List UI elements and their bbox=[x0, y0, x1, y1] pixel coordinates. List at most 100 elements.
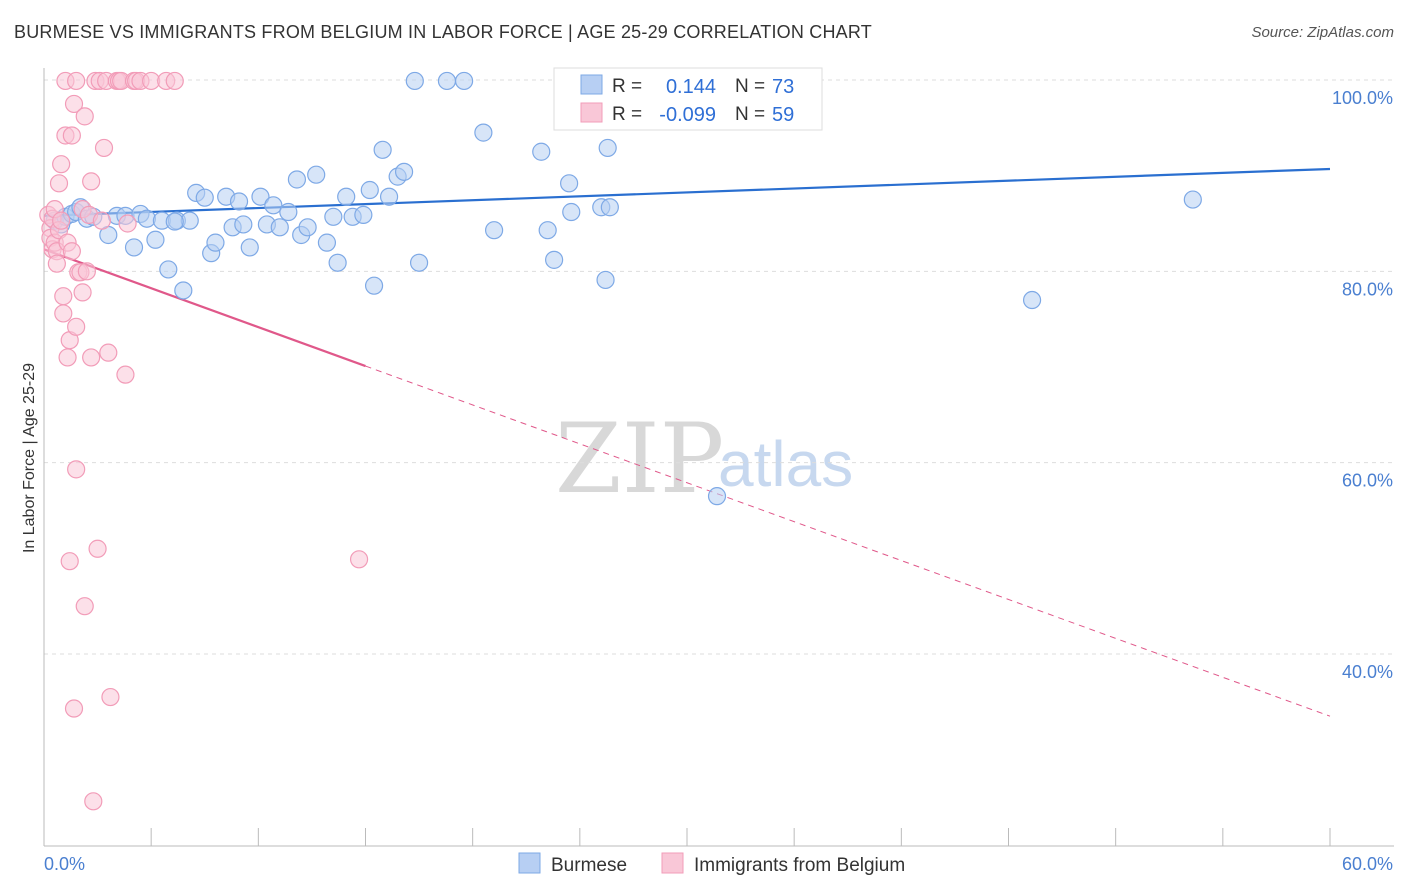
point-burmese-53 bbox=[454, 71, 474, 91]
stats-legend-swatch-burmese bbox=[580, 74, 603, 95]
point-burmese-11 bbox=[124, 238, 144, 257]
y-tick-label-2: 60.0% bbox=[1342, 471, 1393, 491]
point-belgium-36 bbox=[82, 348, 101, 367]
point-burmese-13 bbox=[137, 209, 156, 228]
stats-legend-n-label-1: N = bbox=[735, 76, 765, 97]
point-belgium-10 bbox=[49, 174, 69, 193]
point-burmese-50 bbox=[409, 253, 429, 272]
point-burmese-55 bbox=[485, 221, 504, 240]
point-belgium-51 bbox=[118, 214, 137, 233]
x-tick-labels: 0.0% 60.0% bbox=[44, 854, 1393, 874]
point-burmese-23 bbox=[206, 233, 225, 252]
point-burmese-19 bbox=[180, 211, 199, 230]
point-belgium-45 bbox=[99, 343, 118, 362]
y-tick-labels: 100.0% 80.0% 60.0% 40.0% bbox=[1332, 88, 1393, 682]
point-burmese-64 bbox=[600, 198, 619, 217]
point-burmese-21 bbox=[195, 188, 214, 207]
point-belgium-42 bbox=[92, 211, 111, 230]
point-belgium-13 bbox=[54, 287, 73, 306]
point-burmese-62 bbox=[596, 270, 615, 290]
point-burmese-57 bbox=[538, 221, 557, 240]
point-burmese-63 bbox=[598, 138, 617, 158]
point-burmese-28 bbox=[240, 238, 259, 257]
axes bbox=[43, 68, 1394, 847]
point-burmese-18 bbox=[174, 281, 193, 300]
stats-legend-r-value-1: 0.144 bbox=[666, 76, 716, 98]
point-belgium-11 bbox=[52, 155, 71, 174]
point-burmese-40 bbox=[328, 253, 347, 272]
x-ticks bbox=[43, 828, 1331, 846]
point-belgium-32 bbox=[75, 597, 94, 616]
legend-label-belgium: Immigrants from Belgium bbox=[694, 855, 905, 876]
stats-legend-r-value-2: -0.099 bbox=[659, 104, 716, 126]
stats-legend-n-value-2: 59 bbox=[772, 104, 794, 126]
point-burmese-59 bbox=[560, 174, 579, 193]
y-axis-label: In Labor Force | Age 25-29 bbox=[21, 363, 38, 553]
legend-label-burmese: Burmese bbox=[551, 855, 627, 876]
point-burmese-39 bbox=[324, 207, 343, 226]
point-burmese-47 bbox=[379, 187, 399, 206]
point-burmese-44 bbox=[360, 180, 379, 200]
point-belgium-24 bbox=[64, 699, 84, 718]
point-belgium-27 bbox=[67, 460, 86, 479]
point-belgium-38 bbox=[84, 792, 103, 811]
data-points bbox=[39, 71, 1202, 811]
point-burmese-26 bbox=[229, 192, 249, 211]
stats-legend-r-label-1: R = bbox=[612, 76, 642, 97]
point-belgium-33 bbox=[75, 107, 94, 126]
point-burmese-31 bbox=[264, 196, 283, 215]
source-credit[interactable]: Source: ZipAtlas.com bbox=[1251, 24, 1394, 41]
point-belgium-40 bbox=[88, 539, 107, 558]
stats-legend-n-label-2: N = bbox=[735, 104, 765, 125]
point-burmese-56 bbox=[532, 142, 551, 161]
point-burmese-71 bbox=[1183, 190, 1202, 209]
gridlines bbox=[44, 79, 1394, 655]
point-belgium-58 bbox=[349, 550, 369, 569]
x-tick-label-1: 60.0% bbox=[1342, 854, 1393, 874]
point-belgium-37 bbox=[82, 172, 101, 191]
y-tick-label-3: 40.0% bbox=[1342, 662, 1393, 682]
point-belgium-18 bbox=[58, 348, 77, 367]
stats-legend-swatch-belgium bbox=[580, 102, 603, 123]
point-burmese-16 bbox=[159, 260, 178, 279]
point-burmese-49 bbox=[394, 162, 414, 181]
point-belgium-22 bbox=[62, 242, 81, 261]
point-belgium-50 bbox=[116, 365, 135, 384]
point-burmese-34 bbox=[287, 170, 307, 189]
point-burmese-72 bbox=[165, 212, 184, 231]
point-belgium-23 bbox=[64, 94, 84, 114]
point-burmese-46 bbox=[373, 140, 392, 159]
point-burmese-38 bbox=[317, 233, 337, 252]
point-belgium-14 bbox=[54, 304, 73, 323]
point-burmese-29 bbox=[251, 187, 270, 206]
watermark-atlas: atlas bbox=[718, 428, 853, 500]
point-belgium-43 bbox=[94, 138, 114, 158]
y-tick-label-1: 80.0% bbox=[1342, 279, 1393, 299]
point-belgium-12 bbox=[52, 211, 71, 230]
point-belgium-20 bbox=[60, 552, 79, 571]
point-belgium-8 bbox=[47, 254, 66, 273]
trend-line-burmese bbox=[43, 167, 1331, 217]
point-burmese-52 bbox=[437, 71, 457, 91]
point-burmese-33 bbox=[279, 202, 298, 222]
point-burmese-51 bbox=[405, 71, 424, 91]
stats-legend: R = 0.144 N = 73 R = -0.099 N = 59 bbox=[553, 67, 823, 131]
point-burmese-70 bbox=[1022, 290, 1042, 310]
point-burmese-69 bbox=[707, 487, 727, 506]
point-burmese-45 bbox=[364, 276, 384, 295]
point-burmese-60 bbox=[562, 202, 581, 222]
point-burmese-58 bbox=[545, 250, 564, 269]
point-belgium-26 bbox=[67, 317, 86, 336]
point-belgium-57 bbox=[165, 71, 184, 91]
point-belgium-25 bbox=[67, 71, 86, 91]
stats-legend-n-value-1: 73 bbox=[772, 76, 794, 98]
trend-lines bbox=[43, 167, 1331, 717]
point-belgium-31 bbox=[73, 283, 92, 302]
point-burmese-32 bbox=[270, 218, 289, 237]
stats-legend-r-label-2: R = bbox=[612, 104, 642, 125]
point-burmese-27 bbox=[234, 215, 253, 234]
point-belgium-34 bbox=[77, 262, 96, 281]
chart-title: BURMESE VS IMMIGRANTS FROM BELGIUM IN LA… bbox=[14, 22, 872, 42]
trend-line-belgium-extrapolated bbox=[365, 365, 1331, 717]
